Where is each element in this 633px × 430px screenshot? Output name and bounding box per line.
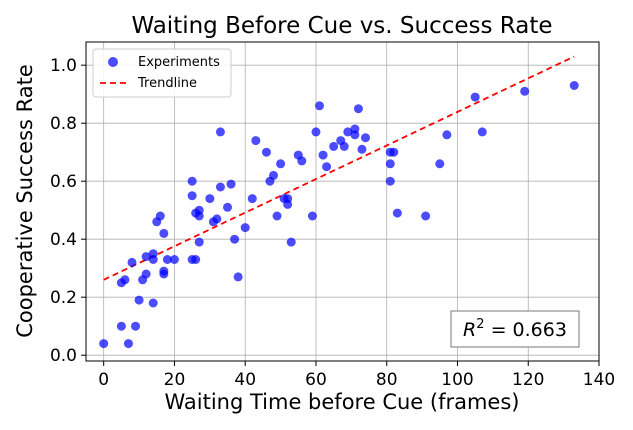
- data-point: [123, 339, 133, 349]
- data-point: [159, 228, 169, 238]
- data-point: [99, 339, 109, 349]
- data-point: [322, 162, 332, 172]
- data-point: [127, 257, 137, 267]
- chart-title: Waiting Before Cue vs. Success Rate: [131, 13, 552, 39]
- data-point: [350, 124, 360, 134]
- data-point: [134, 295, 144, 305]
- data-point: [283, 194, 293, 204]
- trendline-series: [103, 55, 575, 281]
- data-point: [360, 133, 370, 143]
- x-tick-label: 20: [164, 370, 186, 390]
- y-tick-label: 0.8: [50, 114, 77, 134]
- data-point: [477, 127, 487, 137]
- legend-label-experiments: Experiments: [138, 55, 220, 70]
- data-point: [343, 127, 353, 137]
- data-point: [194, 205, 204, 215]
- data-point: [240, 223, 250, 233]
- x-tick-label: 100: [441, 370, 473, 390]
- data-point: [286, 237, 296, 247]
- plot-frame: [85, 41, 600, 362]
- data-point: [470, 92, 480, 102]
- annotation-box: [450, 310, 580, 348]
- data-point: [215, 127, 225, 137]
- data-point: [230, 234, 240, 244]
- data-point: [442, 130, 452, 140]
- y-tick-label: 0.6: [50, 172, 77, 192]
- data-point: [194, 237, 204, 247]
- y-tick-label: 0.0: [50, 346, 77, 366]
- data-point: [233, 272, 243, 282]
- legend-marker-experiments: [108, 57, 118, 67]
- data-point: [148, 249, 158, 259]
- data-point: [159, 266, 169, 276]
- y-axis-label: Cooperative Success Rate: [13, 64, 37, 338]
- data-point: [116, 321, 126, 331]
- y-axis-ticks: 0.0 0.2 0.4 0.6 0.8 1.0: [50, 56, 86, 366]
- data-point: [311, 127, 321, 137]
- data-point: [569, 81, 579, 90]
- data-point: [205, 194, 215, 204]
- data-point: [215, 182, 225, 192]
- x-axis-ticks: 0 20 40 60 80 100 120 140: [98, 361, 615, 390]
- y-tick-label: 1.0: [50, 56, 77, 76]
- x-tick-label: 0: [98, 370, 109, 390]
- data-point: [162, 255, 172, 264]
- data-point: [187, 191, 197, 201]
- data-point: [315, 101, 325, 111]
- data-point: [520, 86, 530, 96]
- x-axis-label: Waiting Time before Cue (frames): [164, 390, 519, 414]
- data-point: [169, 255, 179, 264]
- x-tick-label: 140: [583, 370, 615, 390]
- x-tick-label: 40: [234, 370, 256, 390]
- data-point: [339, 141, 349, 151]
- data-point: [276, 159, 286, 169]
- data-point: [389, 147, 399, 157]
- data-point: [269, 170, 279, 180]
- data-point: [223, 202, 233, 212]
- data-point: [141, 269, 151, 279]
- data-point: [435, 159, 445, 169]
- x-tick-label: 80: [376, 370, 398, 390]
- data-point: [421, 211, 431, 221]
- data-point: [247, 194, 257, 204]
- data-point: [251, 136, 261, 146]
- data-point: [187, 176, 197, 186]
- data-point: [318, 150, 328, 160]
- data-point: [297, 156, 307, 166]
- x-tick-label: 60: [305, 370, 327, 390]
- data-point: [307, 211, 317, 221]
- trendline: [103, 55, 575, 281]
- r-squared-text: R2 = 0.663: [463, 317, 567, 341]
- data-point: [120, 275, 130, 285]
- legend-box: [92, 48, 232, 98]
- data-point: [191, 255, 201, 264]
- data-point: [155, 211, 165, 221]
- data-point: [353, 104, 363, 114]
- experiments-series: [99, 81, 579, 349]
- y-tick-label: 0.4: [50, 230, 77, 250]
- data-point: [131, 321, 141, 331]
- data-point: [148, 298, 158, 308]
- r-squared-annotation: R2 = 0.663: [450, 310, 580, 348]
- data-point: [385, 159, 395, 169]
- data-point: [141, 252, 151, 262]
- data-point: [226, 179, 236, 189]
- data-point: [357, 144, 367, 154]
- x-tick-label: 120: [512, 370, 544, 390]
- data-point: [212, 214, 222, 224]
- data-point: [329, 141, 339, 151]
- data-point: [261, 147, 271, 157]
- data-point: [385, 176, 395, 186]
- legend-label-trendline: Trendline: [137, 76, 197, 91]
- legend: Experiments Trendline: [92, 48, 232, 98]
- data-point: [272, 211, 282, 221]
- y-tick-label: 0.2: [50, 288, 77, 308]
- data-point: [392, 208, 402, 218]
